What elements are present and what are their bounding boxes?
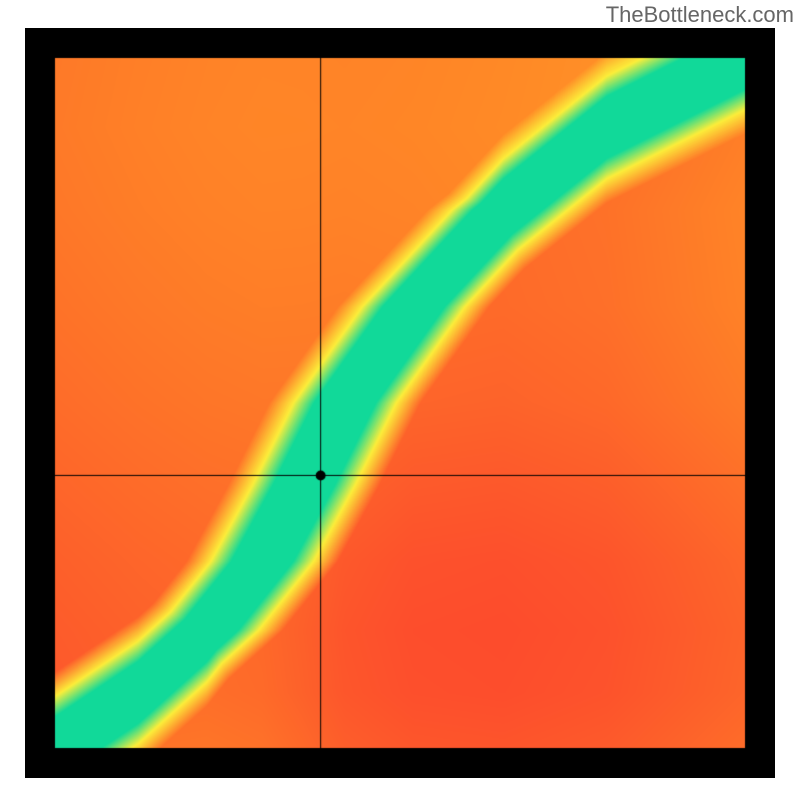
- watermark-text: TheBottleneck.com: [606, 2, 794, 28]
- chart-container: TheBottleneck.com: [0, 0, 800, 800]
- heatmap-canvas: [25, 28, 775, 778]
- chart-frame: [25, 28, 775, 778]
